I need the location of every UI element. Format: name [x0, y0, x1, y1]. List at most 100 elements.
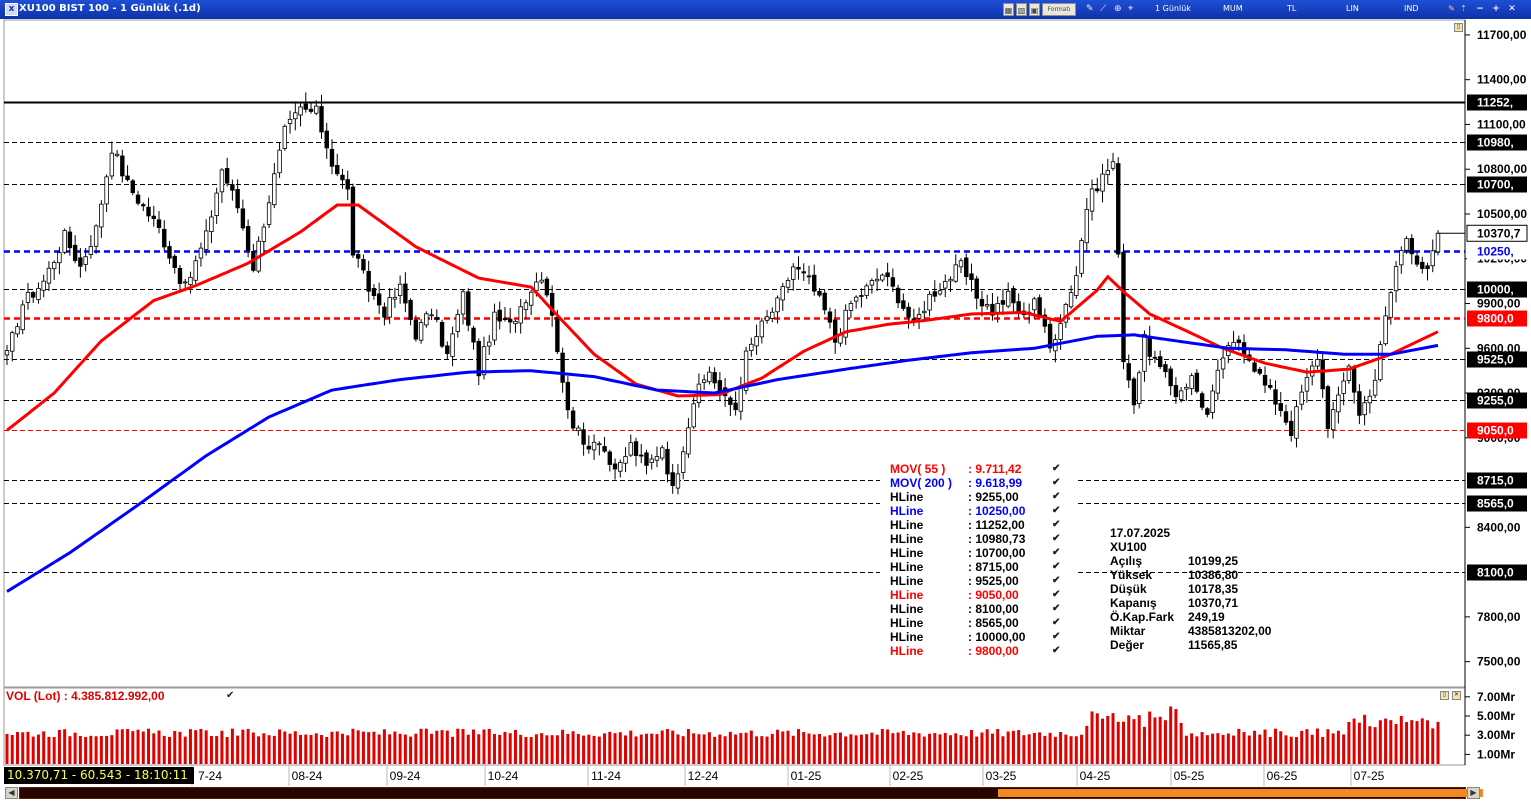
- candle-body: [10, 332, 15, 352]
- volume-bar: [1384, 718, 1388, 764]
- maximize-icon[interactable]: +: [1492, 4, 1500, 14]
- candle-body: [1383, 315, 1388, 345]
- window-menu-icon[interactable]: x: [5, 3, 18, 16]
- scroll-right-icon[interactable]: ▶: [1467, 787, 1480, 799]
- volume-bar: [555, 735, 559, 764]
- volume-bar: [776, 729, 780, 764]
- candle-body: [890, 277, 896, 287]
- candle-body: [743, 350, 749, 391]
- candle-body: [1336, 394, 1341, 413]
- hline-label: 9525,0: [1477, 353, 1514, 367]
- candle-body: [597, 443, 602, 446]
- checkmark-icon[interactable]: ✔: [1052, 491, 1061, 502]
- checkmark-icon[interactable]: ✔: [1052, 603, 1061, 614]
- panel-settings-icon[interactable]: ▯: [1454, 23, 1463, 32]
- legend-name: MOV( 200 ): [890, 476, 953, 490]
- volume-bar: [84, 737, 88, 764]
- scrollbar-thumb[interactable]: [998, 789, 1483, 797]
- candle-body: [958, 260, 964, 268]
- candle-body: [707, 371, 712, 383]
- candle-body: [1294, 406, 1299, 439]
- candle-body: [602, 446, 607, 452]
- title-bar: x XU100 BIST 100 - 1 Günlük (.1d) ▦ ▧ ▣ …: [0, 0, 1531, 19]
- checkmark-icon[interactable]: ✔: [1052, 547, 1061, 558]
- scale-selector[interactable]: LIN: [1346, 4, 1359, 13]
- volume-bar: [272, 735, 276, 764]
- candle-body: [120, 155, 125, 177]
- volume-panel-icon[interactable]: ▯: [1440, 691, 1449, 700]
- checkmark-icon[interactable]: ✔: [1052, 645, 1061, 656]
- volume-bar: [1090, 711, 1094, 764]
- legend-row: HLine: 11252,00 ✔: [890, 518, 1065, 532]
- volume-bar: [466, 734, 470, 764]
- close-icon[interactable]: ✕: [1508, 4, 1516, 14]
- volume-bar: [372, 731, 376, 764]
- info-value: 10199,25: [1188, 554, 1239, 568]
- checkmark-icon[interactable]: ✔: [1052, 561, 1061, 572]
- checkmark-icon[interactable]: ✔: [1052, 617, 1061, 628]
- volume-bar: [880, 728, 884, 764]
- indicator-selector[interactable]: IND: [1404, 4, 1419, 13]
- interval-selector[interactable]: 1 Günlük: [1155, 4, 1191, 13]
- grid-icon[interactable]: ▦: [1003, 3, 1014, 16]
- info-label: Ö.Kap.Fark: [1110, 610, 1175, 624]
- candle-body: [408, 299, 413, 320]
- volume-bar: [1074, 736, 1078, 764]
- currency-selector[interactable]: TL: [1287, 4, 1297, 13]
- volume-bar: [1137, 715, 1141, 764]
- checkmark-icon[interactable]: ✔: [1052, 575, 1061, 586]
- candle-body: [1068, 292, 1074, 308]
- info-row: Açılış 10199,25: [1110, 554, 1310, 568]
- candle-body: [1095, 188, 1100, 192]
- volume-bar: [949, 735, 953, 764]
- volume-bar: [246, 728, 250, 764]
- info-label: Kapanış: [1110, 596, 1157, 610]
- volume-bar: [755, 736, 759, 764]
- minimize-icon[interactable]: −: [1476, 4, 1484, 14]
- checkmark-icon[interactable]: ✔: [1052, 505, 1061, 516]
- scroll-left-icon[interactable]: ◀: [5, 787, 18, 799]
- checkmark-icon[interactable]: ✔: [1052, 631, 1061, 642]
- volume-bar: [697, 734, 701, 764]
- checkmark-icon[interactable]: ✔: [1052, 589, 1061, 600]
- checkmark-icon[interactable]: ✔: [1052, 533, 1061, 544]
- checkmark-icon[interactable]: ✔: [1052, 463, 1061, 474]
- compare-icon[interactable]: ▣: [1029, 3, 1040, 16]
- volume-bar: [47, 736, 51, 764]
- candle-body: [633, 441, 639, 456]
- time-axis-label: 08-24: [292, 769, 323, 783]
- chart-type-selector[interactable]: MUM: [1223, 4, 1243, 13]
- price-tick-label: 10500,00: [1477, 207, 1527, 221]
- price-status-readout: 10.370,71 - 60.543 - 18:10:11: [4, 767, 194, 784]
- checkmark-icon[interactable]: ✔: [226, 690, 235, 701]
- volume-bar: [639, 734, 643, 764]
- checkmark-icon[interactable]: ✔: [1052, 519, 1061, 530]
- volume-bar: [849, 734, 853, 764]
- format-button[interactable]: Formatı: [1042, 3, 1076, 16]
- legend-name: HLine: [890, 574, 924, 588]
- edit-icon[interactable]: ✎: [1448, 4, 1455, 13]
- volume-bar: [529, 737, 533, 764]
- candle-body: [628, 442, 633, 456]
- candle-body: [439, 321, 445, 347]
- zoom-icon[interactable]: ⊕: [1114, 4, 1122, 14]
- candle-body: [130, 180, 136, 194]
- volume-bar: [110, 735, 114, 764]
- volume-bar: [1357, 722, 1361, 764]
- volume-bar: [618, 732, 622, 764]
- candle-body: [502, 318, 508, 321]
- legend-name: HLine: [890, 602, 924, 616]
- volume-bar: [194, 730, 198, 764]
- checkmark-icon[interactable]: ✔: [1052, 477, 1061, 488]
- candle-body: [1005, 290, 1011, 307]
- volume-tick-label: 5.00Mr: [1477, 709, 1515, 723]
- trendline-icon[interactable]: ⟋: [1100, 4, 1107, 14]
- volume-bar: [943, 732, 947, 764]
- pencil-icon[interactable]: ✎: [1086, 4, 1094, 14]
- arrow-up-icon[interactable]: ⇡: [1460, 4, 1467, 13]
- time-scrollbar[interactable]: [19, 787, 1483, 799]
- volume-panel-close-icon[interactable]: ✕: [1452, 691, 1461, 700]
- cursor-icon[interactable]: ⌖: [1128, 4, 1134, 14]
- overlay-icon[interactable]: ▧: [1016, 3, 1027, 16]
